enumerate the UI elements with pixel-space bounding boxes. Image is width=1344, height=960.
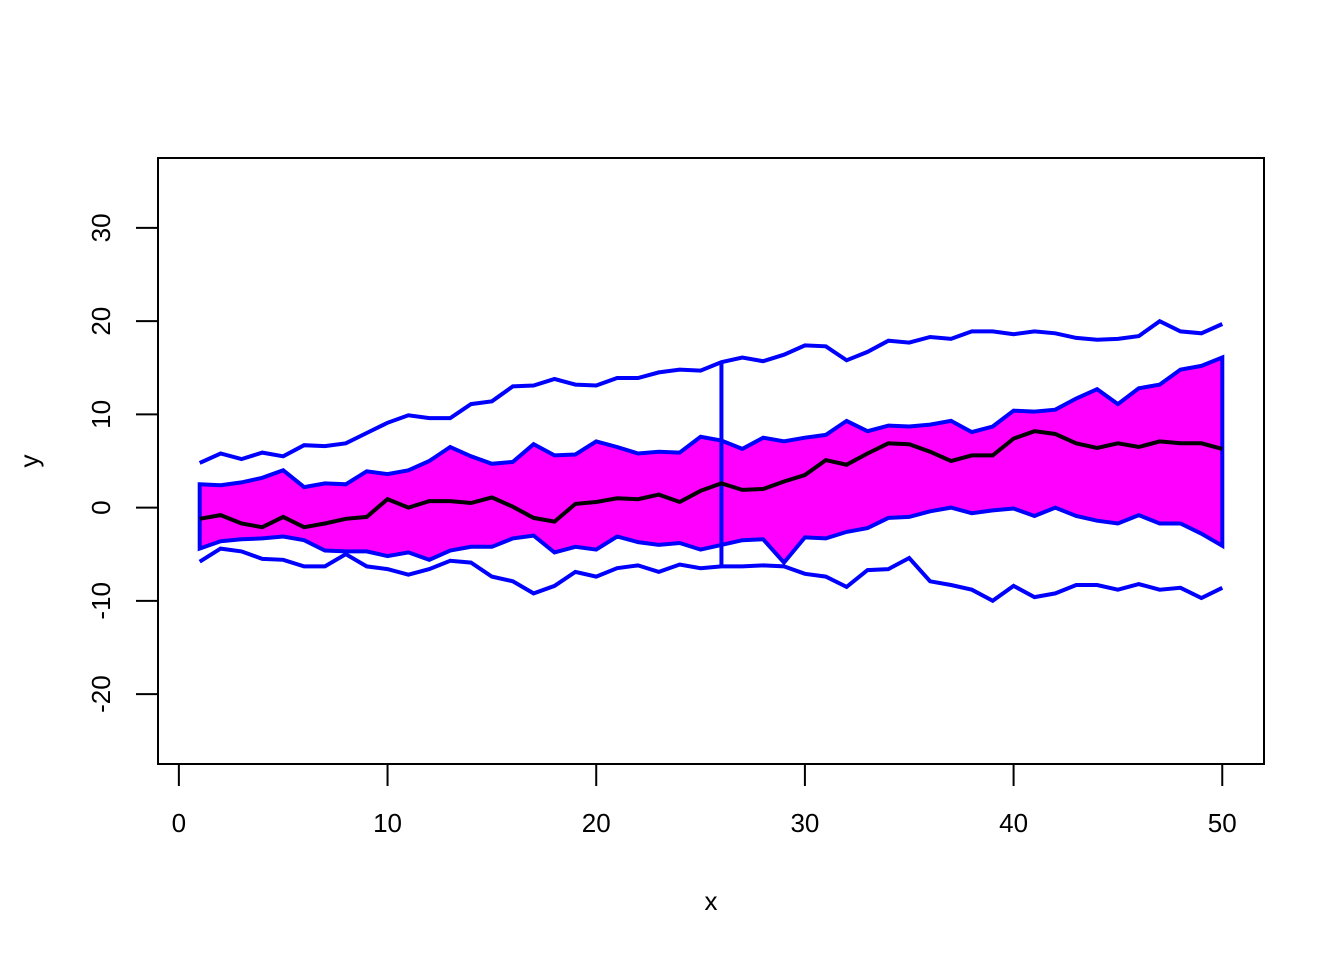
band-fill bbox=[197, 354, 1225, 566]
y-tick-label: 0 bbox=[86, 500, 116, 514]
x-tick-label: 40 bbox=[999, 808, 1028, 838]
y-tick-label: 20 bbox=[86, 307, 116, 336]
x-axis-title: x bbox=[705, 886, 718, 916]
x-tick-label: 30 bbox=[790, 808, 819, 838]
y-tick-label: -10 bbox=[86, 582, 116, 620]
series-line-outer-upper bbox=[198, 318, 1224, 465]
plot-layer bbox=[197, 318, 1225, 604]
x-tick-label: 50 bbox=[1208, 808, 1237, 838]
y-axis: -20 -10 0 10 20 30 bbox=[86, 213, 159, 713]
series-line-mean bbox=[199, 429, 1223, 530]
x-tick-label: 10 bbox=[373, 808, 402, 838]
x-axis: 0 10 20 30 40 50 bbox=[172, 763, 1237, 838]
y-tick-label: 30 bbox=[86, 213, 116, 242]
series-line-outer-lower bbox=[198, 546, 1224, 604]
y-tick-label: 10 bbox=[86, 400, 116, 429]
x-tick-label: 0 bbox=[172, 808, 186, 838]
y-axis-title: y bbox=[14, 455, 44, 468]
x-tick-label: 20 bbox=[582, 808, 611, 838]
y-tick-label: -20 bbox=[86, 675, 116, 713]
